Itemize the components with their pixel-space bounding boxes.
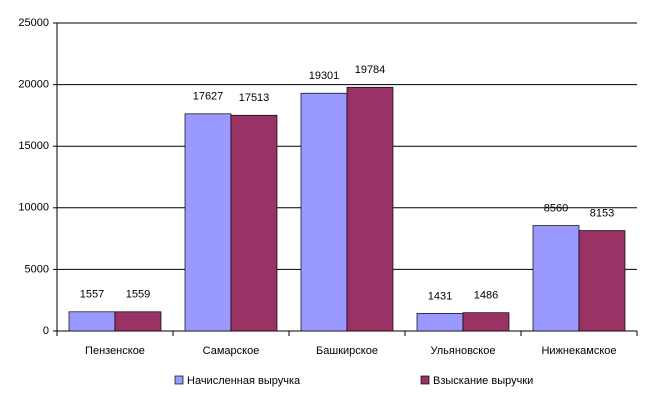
data-label: 1557 [80,289,104,301]
data-label: 1486 [474,290,498,302]
y-tick-label: 5000 [25,263,49,275]
bar [68,311,116,332]
bar [114,311,162,332]
y-tick-label: 20000 [18,79,49,91]
data-label: 1559 [126,289,150,301]
bar [416,313,464,332]
data-label: 8153 [590,207,614,219]
data-label: 19301 [309,70,340,82]
x-tick-label: Башкирское [316,345,378,357]
bar [300,92,348,332]
legend-label: Начисленная выручка [187,375,301,387]
x-tick-label: Нижнекамское [541,345,616,357]
bar [346,86,394,332]
y-tick-label: 0 [43,325,49,337]
data-label: 1431 [428,290,452,302]
y-tick-label: 25000 [18,17,49,29]
data-label: 17627 [193,91,224,103]
data-label: 19784 [355,64,386,76]
bar [578,230,626,332]
y-tick-label: 10000 [18,202,49,214]
bar [462,312,510,332]
bar [230,114,278,332]
y-tick-label: 15000 [18,140,49,152]
x-tick-label: Пензенское [85,345,145,357]
x-tick-label: Самарское [203,345,260,357]
bar [184,113,232,332]
data-label: 8560 [544,202,568,214]
legend-swatch [420,375,430,385]
legend-swatch [174,375,184,385]
x-tick-label: Ульяновское [431,345,496,357]
bar [532,225,580,332]
data-label: 17513 [239,92,270,104]
legend-label: Взыскание выручки [433,375,533,387]
